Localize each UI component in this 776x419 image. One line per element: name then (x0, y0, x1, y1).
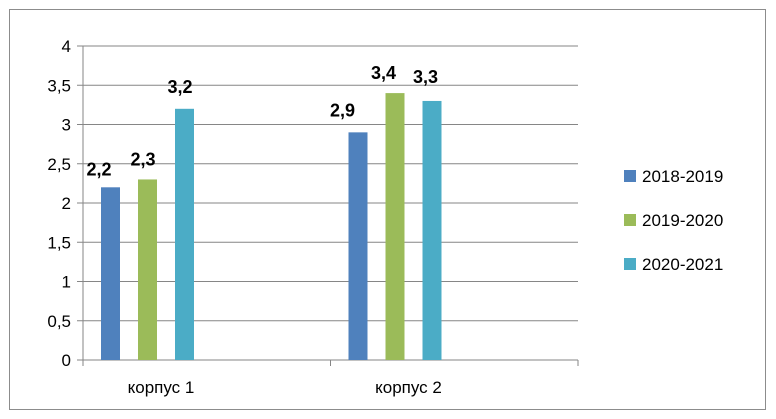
bar-2020-2021-1 (175, 108, 194, 360)
legend-label: 2019-2020 (642, 211, 723, 230)
y-tick-label: 4 (62, 37, 71, 56)
data-label: 3,3 (413, 67, 438, 87)
y-tick-label: 3 (62, 116, 71, 135)
legend-label: 2018-2019 (642, 167, 723, 186)
data-label: 2,9 (330, 100, 355, 120)
data-label: 2,3 (130, 149, 155, 169)
bar-2020-2021-2 (422, 100, 442, 360)
y-tick-label: 3,5 (47, 76, 71, 95)
data-label: 2,2 (86, 159, 111, 179)
y-tick-label: 1,5 (47, 233, 71, 252)
bar-2019-2020-1 (138, 179, 157, 360)
y-tick-label: 1 (62, 273, 71, 292)
y-tick-label: 0,5 (47, 312, 71, 331)
legend-label: 2020-2021 (642, 255, 723, 274)
bar-2018-2019-2 (348, 132, 368, 360)
y-tick-label: 2 (62, 194, 71, 213)
bar-2018-2019-1 (101, 187, 120, 360)
x-category-label: корпус 1 (128, 378, 195, 397)
y-tick-label: 2,5 (47, 155, 71, 174)
x-category-label: корпус 2 (375, 378, 442, 397)
y-tick-label: 0 (62, 351, 71, 370)
data-label: 3,2 (167, 77, 192, 97)
bar-2019-2020-2 (385, 93, 405, 360)
data-label: 3,4 (371, 63, 396, 83)
legend-swatch-2019-2020 (624, 214, 636, 226)
legend-swatch-2020-2021 (624, 258, 636, 270)
legend-swatch-2018-2019 (624, 170, 636, 182)
